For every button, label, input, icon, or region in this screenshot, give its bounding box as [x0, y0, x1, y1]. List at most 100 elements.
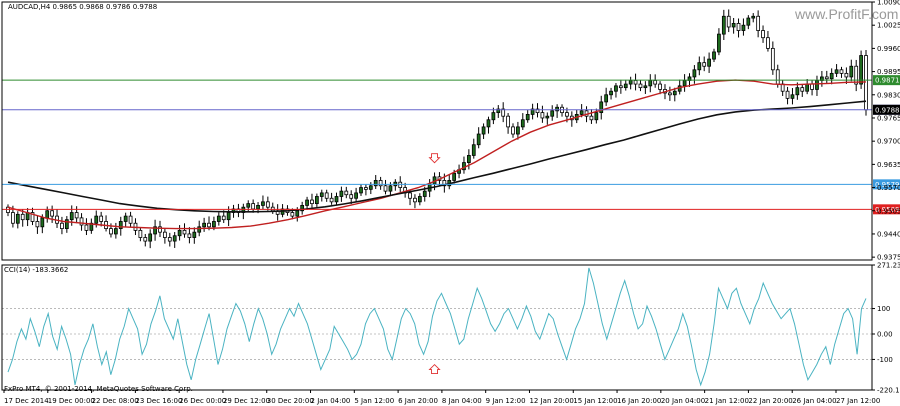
- candle: [741, 18, 746, 36]
- candle: [471, 138, 476, 159]
- candle-body-up: [790, 94, 795, 99]
- copyright: FxPro MT4, © 2001-2014, MetaQuotes Softw…: [4, 385, 193, 393]
- candle: [163, 228, 167, 244]
- candle: [864, 49, 868, 116]
- candle-body-down: [79, 217, 84, 226]
- candle-body-down: [158, 226, 162, 233]
- price-y-tick-label: 0.9960: [877, 45, 900, 53]
- candle: [349, 190, 354, 205]
- candle: [638, 80, 643, 92]
- candle: [324, 189, 329, 202]
- candle-body-up: [216, 215, 221, 222]
- candle-body-up: [476, 133, 481, 146]
- candle: [153, 219, 157, 241]
- candle: [481, 123, 486, 140]
- candle-body-down: [442, 180, 447, 187]
- candle-body-up: [530, 108, 535, 115]
- candle: [305, 196, 309, 210]
- candle-body-down: [844, 72, 849, 78]
- candle-body-up: [682, 80, 687, 87]
- candle-body-down: [378, 180, 383, 187]
- candle-body-down: [84, 224, 89, 231]
- candle: [417, 193, 422, 206]
- candle-body-up: [123, 215, 128, 222]
- candle-body-down: [618, 85, 623, 89]
- candle: [383, 179, 388, 195]
- candle-body-up: [545, 115, 550, 119]
- candle: [839, 66, 844, 78]
- candle: [672, 87, 677, 102]
- candle-body-up: [525, 114, 530, 121]
- x-tick-label: 16 Jan 20:00: [617, 397, 661, 405]
- candle-body-up: [849, 65, 854, 78]
- candle: [300, 201, 305, 215]
- candle: [123, 212, 128, 228]
- candle: [344, 186, 349, 199]
- candle-body-down: [20, 213, 25, 221]
- candle: [520, 113, 525, 130]
- candle-body-up: [707, 58, 711, 67]
- candle-body-up: [354, 192, 358, 199]
- candle: [618, 79, 623, 94]
- cci-y-tick-label: -100: [877, 356, 893, 364]
- candle-body-down: [251, 203, 256, 210]
- candle: [614, 82, 618, 98]
- candle-body-down: [839, 69, 844, 74]
- candle-body-down: [775, 69, 780, 85]
- candle-body-up: [829, 72, 834, 80]
- candle-body-up: [692, 69, 697, 78]
- candle: [854, 59, 859, 92]
- cci-panel-frame: [1, 264, 873, 391]
- level-label: 0.9579: [875, 181, 900, 189]
- candle-body-up: [741, 24, 746, 31]
- level-label: 0.9871: [875, 77, 900, 85]
- candle: [643, 81, 648, 94]
- candle-body-up: [89, 222, 94, 231]
- candle-body-down: [770, 47, 775, 71]
- candle-body-down: [756, 15, 761, 31]
- current-price-label: 0.9788: [875, 106, 900, 114]
- x-tick-label: 2 Jan 04:00: [311, 397, 351, 405]
- candle-body-up: [717, 33, 721, 53]
- cci-y-tick-label: 100: [877, 305, 890, 313]
- candle-body-up: [226, 212, 231, 221]
- candle: [30, 207, 35, 226]
- candle-body-up: [746, 17, 751, 26]
- candle: [697, 56, 702, 76]
- candle: [319, 189, 324, 202]
- moving-averages-layer: [7, 79, 867, 230]
- x-tick-label: 29 Dec 12:00: [223, 397, 270, 405]
- candle-body-down: [182, 229, 187, 235]
- candle-body-up: [69, 212, 74, 221]
- candle-body-down: [364, 187, 368, 190]
- candle-body-up: [643, 85, 648, 89]
- candle-body-up: [579, 110, 584, 115]
- x-tick-label: 23 Dec 16:00: [135, 397, 182, 405]
- candle-body-down: [207, 222, 211, 228]
- symbol-info: AUDCAD,H4 0.9865 0.9868 0.9786 0.9788: [8, 3, 157, 11]
- candle: [721, 9, 726, 41]
- candle: [192, 227, 197, 244]
- candle: [535, 103, 540, 118]
- cci-y-tick-label: -220.1947: [877, 387, 900, 395]
- candle: [128, 211, 133, 228]
- candle: [761, 25, 765, 43]
- price-y-tick-label: 0.9765: [877, 114, 900, 122]
- candle-body-down: [349, 194, 354, 199]
- candle-body-down: [653, 80, 658, 85]
- candle-body-up: [212, 221, 216, 228]
- candle-body-up: [496, 108, 501, 114]
- x-tick-label: 15 Jan 12:00: [573, 397, 617, 405]
- price-y-tick-label: 0.9830: [877, 91, 900, 99]
- candle-body-up: [118, 221, 123, 229]
- candle: [731, 17, 736, 34]
- candle: [692, 65, 697, 84]
- candle-body-up: [417, 196, 422, 203]
- candle: [378, 176, 383, 190]
- candle: [84, 218, 89, 236]
- candle-body-down: [138, 229, 143, 238]
- candle-body-up: [256, 205, 260, 210]
- candle-body-down: [501, 108, 506, 117]
- candle-body-up: [520, 119, 525, 128]
